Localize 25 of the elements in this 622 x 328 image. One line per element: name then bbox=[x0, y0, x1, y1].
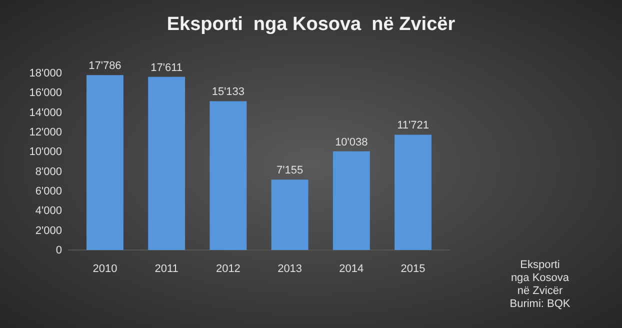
data-label: 11'721 bbox=[397, 120, 429, 132]
x-tick-label: 2010 bbox=[92, 262, 118, 275]
data-label: 10'038 bbox=[335, 136, 368, 148]
y-tick-label: 14'000 bbox=[29, 106, 62, 119]
text: Burimi: BQK bbox=[510, 298, 571, 310]
data-label: 17'611 bbox=[150, 62, 183, 74]
y-tick-label: 16'000 bbox=[29, 87, 62, 100]
x-tick-label: 2015 bbox=[400, 262, 426, 275]
y-tick-label: 6'000 bbox=[35, 186, 62, 198]
text: Eksporti nga Kosova në Zvicër bbox=[510, 259, 570, 297]
y-tick-label: 10'000 bbox=[29, 146, 62, 158]
x-tick-label: 2013 bbox=[278, 262, 302, 275]
chart-title: Eksporti nga Kosova në Zvicër bbox=[166, 14, 456, 35]
data-label: 7'155 bbox=[276, 164, 304, 177]
data-label: 15'133 bbox=[212, 86, 245, 98]
data-label: 17'786 bbox=[88, 60, 122, 72]
y-tick-label: 12'000 bbox=[29, 126, 62, 139]
x-tick-label: 2012 bbox=[216, 262, 240, 275]
x-tick-label: 2011 bbox=[154, 262, 178, 275]
y-tick-label: 2'000 bbox=[35, 224, 62, 237]
x-tick-label: 2014 bbox=[339, 262, 364, 275]
y-tick-label: 4'000 bbox=[35, 205, 62, 218]
y-tick-label: 0 bbox=[56, 244, 62, 257]
y-tick-label: 8'000 bbox=[35, 166, 62, 178]
y-tick-label: 18'000 bbox=[29, 68, 62, 80]
